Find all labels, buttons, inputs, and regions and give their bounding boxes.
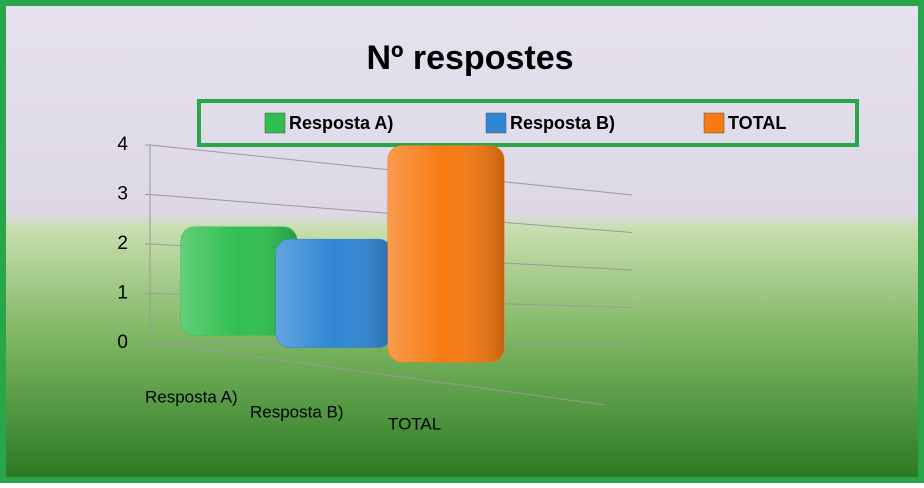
legend-label: Resposta B) — [510, 113, 615, 133]
bar-shine — [276, 239, 392, 348]
y-tick-label: 2 — [117, 233, 128, 254]
y-tick-label: 1 — [117, 283, 128, 304]
legend-label: TOTAL — [728, 113, 786, 133]
x-tick-label: Resposta B) — [250, 402, 344, 421]
x-tick-label: TOTAL — [388, 414, 441, 433]
legend-box — [197, 99, 859, 147]
y-tick-label: 4 — [117, 134, 128, 155]
bar-shine — [388, 145, 504, 362]
floor-edge — [154, 342, 606, 406]
legend-swatch — [485, 112, 507, 134]
legend-swatch — [703, 112, 725, 134]
legend-swatch — [264, 112, 286, 134]
y-tick-label: 3 — [117, 184, 128, 205]
legend-label: Resposta A) — [289, 113, 393, 133]
chart-title: Nº respostes — [366, 39, 573, 77]
y-tick-label: 0 — [117, 332, 128, 353]
x-tick-label: Resposta A) — [145, 387, 238, 406]
bar-shine — [181, 227, 297, 335]
